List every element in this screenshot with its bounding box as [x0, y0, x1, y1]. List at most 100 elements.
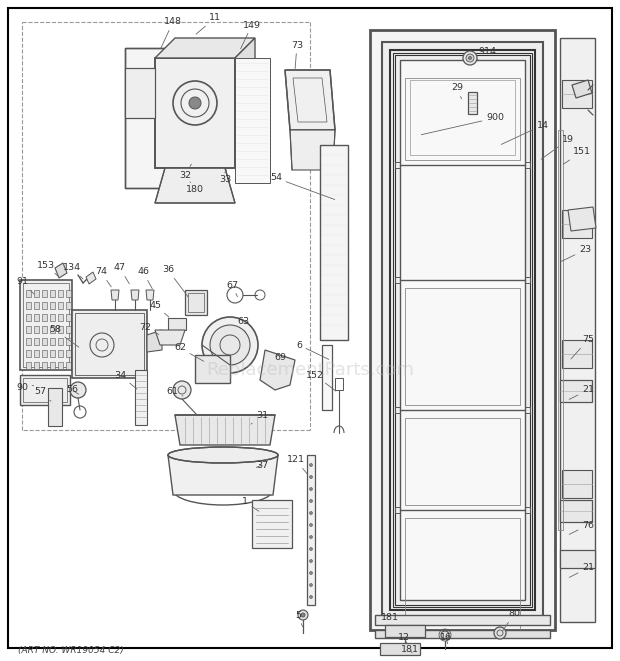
Text: 91: 91 — [16, 278, 34, 294]
Text: 180: 180 — [186, 182, 204, 194]
Bar — [42, 362, 47, 369]
Text: 36: 36 — [162, 266, 188, 297]
Bar — [410, 80, 515, 155]
Bar — [42, 302, 47, 309]
Text: 90: 90 — [16, 383, 33, 393]
Bar — [50, 314, 55, 321]
Text: 14: 14 — [501, 120, 549, 144]
Bar — [385, 625, 425, 637]
Bar — [468, 92, 477, 114]
Bar — [395, 55, 530, 605]
Bar — [26, 362, 31, 369]
Circle shape — [494, 627, 506, 639]
Bar — [20, 280, 72, 370]
Text: 900: 900 — [422, 114, 504, 135]
Bar — [380, 643, 420, 655]
Text: 5: 5 — [295, 611, 303, 627]
Bar — [50, 302, 55, 309]
Polygon shape — [175, 415, 275, 445]
Bar — [135, 370, 147, 425]
Circle shape — [309, 500, 312, 502]
Bar — [34, 290, 39, 297]
Text: 72: 72 — [139, 323, 159, 334]
Bar — [562, 80, 592, 108]
Circle shape — [309, 572, 312, 574]
Circle shape — [301, 613, 305, 617]
Polygon shape — [86, 272, 96, 284]
Bar — [26, 290, 31, 297]
Circle shape — [70, 382, 86, 398]
Text: 121: 121 — [287, 455, 307, 474]
Polygon shape — [155, 38, 255, 58]
Bar — [58, 350, 63, 357]
Bar — [66, 314, 71, 321]
Text: 6: 6 — [296, 340, 329, 360]
Circle shape — [469, 56, 471, 59]
Text: 54: 54 — [270, 173, 335, 200]
Bar — [50, 338, 55, 345]
Bar — [23, 378, 67, 402]
Bar — [26, 350, 31, 357]
Text: 69: 69 — [270, 354, 286, 365]
Text: 21: 21 — [569, 563, 594, 577]
Text: 67: 67 — [226, 280, 238, 297]
Bar — [26, 326, 31, 333]
Bar — [375, 630, 550, 638]
Bar — [400, 60, 525, 600]
Bar — [58, 314, 63, 321]
Circle shape — [463, 51, 477, 65]
Text: 33: 33 — [219, 172, 231, 184]
Bar — [34, 302, 39, 309]
Bar — [322, 345, 332, 410]
Circle shape — [466, 54, 474, 62]
Polygon shape — [55, 263, 67, 278]
Text: 47: 47 — [114, 264, 130, 284]
Bar — [23, 283, 69, 367]
Bar — [375, 615, 550, 625]
Bar — [560, 38, 595, 622]
Text: 914: 914 — [477, 48, 496, 60]
Text: 12: 12 — [398, 633, 410, 644]
Bar — [195, 355, 230, 383]
Circle shape — [309, 547, 312, 551]
Text: 46: 46 — [137, 268, 153, 289]
Polygon shape — [290, 130, 335, 170]
Bar — [50, 290, 55, 297]
Bar — [390, 50, 535, 610]
Bar — [50, 326, 55, 333]
Polygon shape — [155, 58, 235, 168]
Polygon shape — [146, 290, 154, 300]
Bar — [58, 290, 63, 297]
Bar — [34, 314, 39, 321]
Bar — [405, 288, 520, 405]
Text: 151: 151 — [563, 147, 591, 164]
Circle shape — [189, 97, 201, 109]
Text: 45: 45 — [149, 301, 169, 317]
Bar — [26, 338, 31, 345]
Circle shape — [309, 512, 312, 514]
Bar — [252, 500, 292, 548]
Bar — [50, 350, 55, 357]
Text: ReplacementParts.com: ReplacementParts.com — [206, 361, 414, 379]
Text: 134: 134 — [63, 264, 83, 279]
Circle shape — [309, 584, 312, 586]
Bar — [48, 388, 62, 426]
Text: (ART NO. WR19054 C2): (ART NO. WR19054 C2) — [18, 646, 124, 654]
Text: 63: 63 — [237, 317, 249, 332]
Bar — [558, 130, 563, 530]
Bar — [58, 326, 63, 333]
Circle shape — [401, 631, 409, 639]
Text: 61: 61 — [166, 387, 183, 397]
Bar — [562, 470, 592, 498]
Circle shape — [298, 610, 308, 620]
Polygon shape — [568, 207, 596, 231]
Polygon shape — [111, 290, 119, 300]
Bar — [20, 375, 70, 405]
Text: 62: 62 — [174, 344, 204, 362]
Polygon shape — [131, 290, 139, 300]
Bar — [75, 313, 144, 375]
Circle shape — [173, 381, 191, 399]
Circle shape — [309, 475, 312, 479]
Polygon shape — [235, 58, 270, 183]
Text: 1: 1 — [242, 498, 259, 511]
